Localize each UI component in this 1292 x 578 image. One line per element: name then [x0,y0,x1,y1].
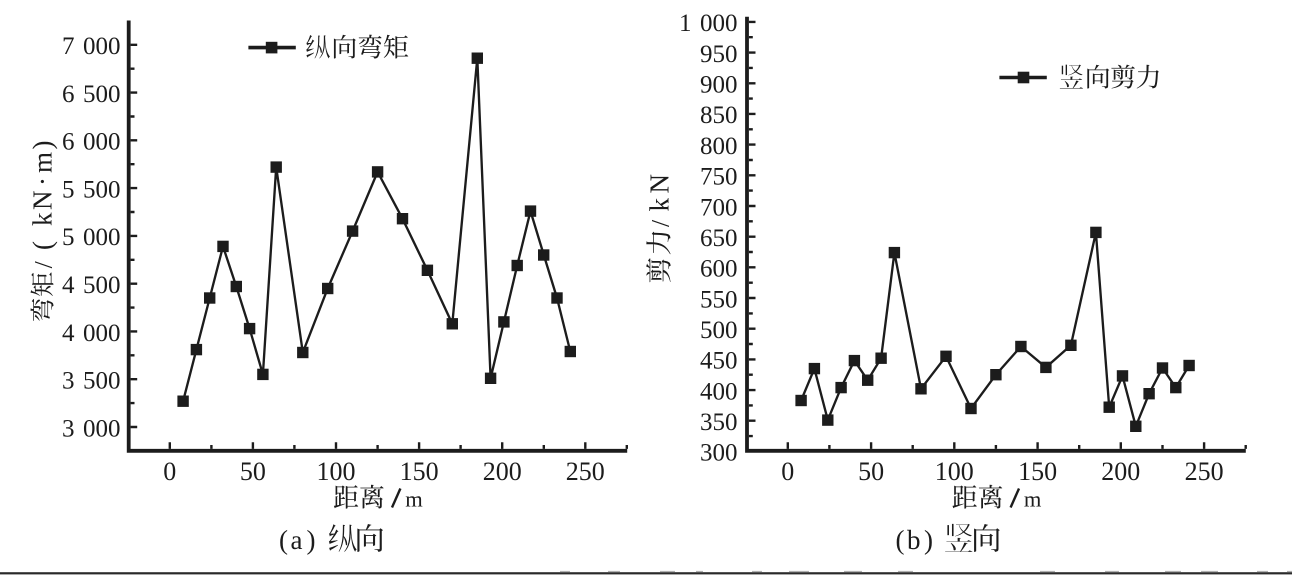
svg-text:(: ( [279,525,288,555]
svg-text:650: 650 [700,225,738,252]
svg-text:500: 500 [700,317,738,344]
svg-text:(: ( [28,241,58,250]
svg-text:6 000: 6 000 [62,129,120,156]
svg-text:): ) [307,525,316,555]
svg-text:950: 950 [700,41,738,68]
svg-text:4 500: 4 500 [62,272,120,299]
svg-text:300: 300 [700,440,738,467]
svg-text:250: 250 [1185,457,1224,486]
svg-text:a: a [291,525,303,555]
svg-text:): ) [28,141,58,150]
svg-text:100: 100 [317,457,356,486]
svg-text:1 000: 1 000 [679,10,737,37]
svg-text:7 000: 7 000 [62,33,120,60]
svg-text:/: / [646,219,675,227]
svg-text:3 500: 3 500 [62,368,120,395]
svg-text:350: 350 [700,409,738,436]
svg-text:100: 100 [935,457,974,486]
svg-text:200: 200 [1101,457,1140,486]
svg-text:150: 150 [400,457,439,486]
svg-text:400: 400 [700,378,738,405]
svg-text:750: 750 [700,164,738,191]
svg-text:4 000: 4 000 [62,320,120,347]
svg-text:3 000: 3 000 [62,415,120,442]
svg-text:900: 900 [700,72,738,99]
svg-text:6 500: 6 500 [62,81,120,108]
svg-text:0: 0 [781,457,794,486]
svg-text:450: 450 [700,348,738,375]
svg-text:5 500: 5 500 [62,176,120,203]
svg-text:0: 0 [163,457,176,486]
svg-text:·: · [28,177,58,186]
svg-text:(: ( [896,525,905,555]
svg-text:50: 50 [240,457,266,486]
svg-text:200: 200 [483,457,522,486]
svg-text:50: 50 [858,457,884,486]
svg-text:850: 850 [700,102,738,129]
svg-text:b: b [907,525,921,555]
svg-text:/: / [29,260,58,268]
svg-text:700: 700 [700,194,738,221]
svg-text:5 000: 5 000 [62,224,120,251]
svg-text:m: m [28,152,58,173]
svg-text:600: 600 [700,256,738,283]
svg-text:k: k [645,198,675,212]
svg-text:m: m [405,487,423,512]
svg-text:150: 150 [1018,457,1057,486]
svg-text:800: 800 [700,133,738,160]
svg-text:k: k [28,212,58,226]
svg-text:N: N [645,174,675,194]
svg-text:): ) [924,525,933,555]
svg-text:m: m [1024,487,1042,512]
svg-text:250: 250 [566,457,605,486]
svg-text:N: N [28,191,58,211]
svg-text:550: 550 [700,286,738,313]
